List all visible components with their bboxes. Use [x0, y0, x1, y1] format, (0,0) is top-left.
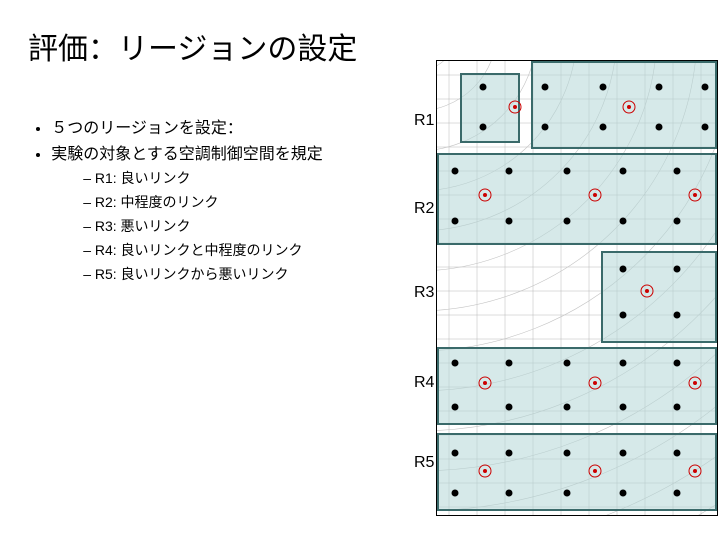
sensor-dot — [480, 124, 487, 131]
subbullet-r4: R4: 良いリンクと中程度のリンク — [83, 240, 432, 260]
sensor-dot — [620, 490, 627, 497]
sensor-dot — [656, 84, 663, 91]
bullet-2-text: 実験の対象とする空調制御空間を規定 — [51, 146, 323, 163]
sensor-dot — [702, 124, 709, 131]
bullet-block: ５つのリージョンを設定： 実験の対象とする空調制御空間を規定 R1: 良いリンク… — [32, 114, 432, 288]
label-r3: R3 — [414, 284, 434, 302]
source-dot-center — [513, 105, 517, 109]
sensor-dot — [674, 360, 681, 367]
sensor-dot — [506, 490, 513, 497]
sensor-dot — [674, 168, 681, 175]
region-r3 — [601, 251, 717, 343]
subbullet-r1: R1: 良いリンク — [83, 168, 432, 188]
label-r2: R2 — [414, 200, 434, 218]
sensor-dot — [620, 312, 627, 319]
sensor-dot — [674, 312, 681, 319]
label-r1: R1 — [414, 112, 434, 130]
sensor-dot — [564, 168, 571, 175]
bullet-2: 実験の対象とする空調制御空間を規定 R1: 良いリンク R2: 中程度のリンク … — [51, 140, 432, 284]
sensor-dot — [600, 84, 607, 91]
sensor-dot — [480, 84, 487, 91]
sensor-dot — [452, 168, 459, 175]
sensor-dot — [452, 490, 459, 497]
sensor-dot — [564, 404, 571, 411]
sensor-dot — [620, 360, 627, 367]
sensor-dot — [674, 490, 681, 497]
sensor-dot — [674, 450, 681, 457]
label-r4: R4 — [414, 374, 434, 392]
sensor-dot — [452, 404, 459, 411]
sensor-dot — [506, 404, 513, 411]
source-dot-center — [627, 105, 631, 109]
source-dot-center — [483, 381, 487, 385]
source-dot-center — [593, 381, 597, 385]
sensor-dot — [620, 218, 627, 225]
source-dot-center — [593, 193, 597, 197]
subbullet-r2: R2: 中程度のリンク — [83, 192, 432, 212]
source-dot-center — [593, 469, 597, 473]
slide-title: 評価：リージョンの設定 — [28, 24, 357, 68]
source-dot-center — [645, 289, 649, 293]
sensor-dot — [600, 124, 607, 131]
sensor-dot — [564, 360, 571, 367]
sensor-dot — [564, 450, 571, 457]
floorplan-diagram — [436, 60, 718, 516]
sensor-dot — [674, 218, 681, 225]
sensor-dot — [674, 266, 681, 273]
sensor-dot — [542, 84, 549, 91]
sensor-dot — [506, 168, 513, 175]
subbullet-r3: R3: 悪いリンク — [83, 216, 432, 236]
sensor-dot — [620, 450, 627, 457]
source-dot-center — [483, 193, 487, 197]
source-dot-center — [693, 381, 697, 385]
sensor-dot — [620, 168, 627, 175]
sensor-dot — [506, 450, 513, 457]
source-dot-center — [693, 469, 697, 473]
sensor-dot — [564, 218, 571, 225]
sensor-dot — [620, 404, 627, 411]
sensor-dot — [620, 266, 627, 273]
sensor-dot — [542, 124, 549, 131]
sensor-dot — [452, 218, 459, 225]
source-dot-center — [693, 193, 697, 197]
sensor-dot — [702, 84, 709, 91]
sensor-dot — [674, 404, 681, 411]
sensor-dot — [656, 124, 663, 131]
label-r5: R5 — [414, 454, 434, 472]
sensor-dot — [506, 218, 513, 225]
sensor-dot — [564, 490, 571, 497]
sensor-dot — [452, 450, 459, 457]
sensor-dot — [506, 360, 513, 367]
subbullet-r5: R5: 良いリンクから悪いリンク — [83, 264, 432, 284]
source-dot-center — [483, 469, 487, 473]
sensor-dot — [452, 360, 459, 367]
bullet-1: ５つのリージョンを設定： — [51, 114, 432, 138]
